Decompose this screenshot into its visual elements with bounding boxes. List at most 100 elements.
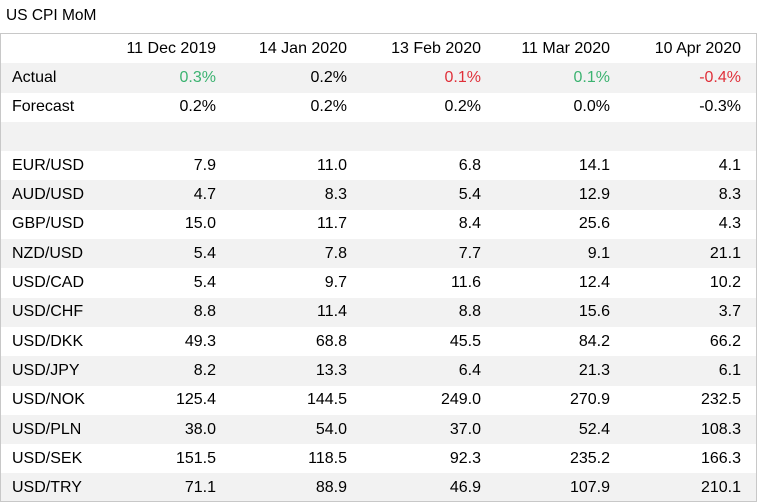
- pair-value: 12.9: [578, 186, 610, 204]
- pair-value: 88.9: [315, 479, 347, 497]
- pair-name: USD/DKK: [12, 332, 84, 350]
- pair-value: 232.5: [700, 391, 741, 409]
- pair-value: 8.2: [193, 361, 216, 379]
- forecast-value: -0.3%: [699, 98, 741, 116]
- pair-value: 92.3: [449, 449, 481, 467]
- actual-value: 0.1%: [573, 68, 610, 86]
- header-date-1: 11 Dec 2019: [126, 39, 216, 57]
- pair-name: USD/NOK: [12, 391, 85, 409]
- pair-row-usd-cad: USD/CAD 5.4 9.7 11.6 12.4 10.2: [1, 268, 756, 297]
- pair-row-usd-dkk: USD/DKK 49.3 68.8 45.5 84.2 66.2: [1, 327, 756, 356]
- pair-value: 7.8: [324, 244, 347, 262]
- pair-value: 4.3: [718, 215, 741, 233]
- pair-value: 235.2: [569, 449, 610, 467]
- pair-value: 11.0: [317, 156, 347, 174]
- pair-value: 45.5: [449, 332, 481, 350]
- actual-value: 0.2%: [310, 68, 347, 86]
- pair-row-usd-nok: USD/NOK 125.4 144.5 249.0 270.9 232.5: [1, 386, 756, 415]
- pair-value: 11.7: [317, 215, 347, 233]
- pair-value: 13.3: [315, 361, 347, 379]
- pair-name: USD/PLN: [12, 420, 82, 438]
- pair-value: 11.6: [451, 274, 481, 292]
- pair-value: 52.4: [578, 420, 610, 438]
- pair-name: GBP/USD: [12, 215, 85, 233]
- pair-value: 108.3: [700, 420, 741, 438]
- pair-value: 46.9: [449, 479, 481, 497]
- actual-label: Actual: [12, 68, 57, 86]
- header-date-5: 10 Apr 2020: [654, 39, 741, 57]
- pair-value: 5.4: [193, 274, 216, 292]
- pair-row-gbp-usd: GBP/USD 15.0 11.7 8.4 25.6 4.3: [1, 210, 756, 239]
- pair-value: 15.0: [184, 215, 216, 233]
- header-date-3: 13 Feb 2020: [391, 39, 481, 57]
- pair-value: 54.0: [315, 420, 347, 438]
- pair-value: 25.6: [578, 215, 610, 233]
- pair-value: 7.9: [193, 156, 216, 174]
- pair-value: 9.1: [587, 244, 610, 262]
- forecast-value: 0.2%: [444, 98, 481, 116]
- pair-value: 6.4: [458, 361, 481, 379]
- page-title: US CPI MoM: [6, 7, 97, 24]
- header-row: 11 Dec 2019 14 Jan 2020 13 Feb 2020 11 M…: [1, 34, 756, 63]
- pair-value: 12.4: [578, 274, 610, 292]
- pair-row-aud-usd: AUD/USD 4.7 8.3 5.4 12.9 8.3: [1, 180, 756, 210]
- forecast-value: 0.0%: [573, 98, 610, 116]
- forecast-value: 0.2%: [179, 98, 216, 116]
- pair-value: 21.3: [578, 361, 610, 379]
- pair-value: 5.4: [193, 244, 216, 262]
- pair-value: 6.8: [458, 156, 481, 174]
- pair-value: 270.9: [569, 391, 610, 409]
- pair-value: 8.8: [458, 303, 481, 321]
- pair-name: EUR/USD: [12, 156, 85, 174]
- pair-value: 6.1: [718, 361, 741, 379]
- pair-value: 9.7: [324, 274, 347, 292]
- pair-name: USD/TRY: [12, 479, 82, 497]
- pair-row-nzd-usd: NZD/USD 5.4 7.8 7.7 9.1 21.1: [1, 239, 756, 269]
- pair-row-usd-pln: USD/PLN 38.0 54.0 37.0 52.4 108.3: [1, 414, 756, 445]
- pair-value: 68.8: [315, 332, 347, 350]
- forecast-row: Forecast 0.2% 0.2% 0.2% 0.0% -0.3%: [1, 93, 756, 122]
- pair-value: 249.0: [440, 391, 481, 409]
- pair-value: 21.1: [709, 244, 741, 262]
- pair-value: 151.5: [175, 449, 216, 467]
- pair-value: 210.1: [700, 479, 741, 497]
- pair-value: 5.4: [458, 186, 481, 204]
- pair-row-usd-jpy: USD/JPY 8.2 13.3 6.4 21.3 6.1: [1, 356, 756, 386]
- pair-name: NZD/USD: [12, 244, 84, 262]
- pair-value: 84.2: [578, 332, 610, 350]
- pair-value: 8.4: [458, 215, 481, 233]
- pair-value: 66.2: [709, 332, 741, 350]
- header-date-4: 11 Mar 2020: [521, 39, 610, 57]
- pair-value: 4.7: [193, 186, 216, 204]
- header-date-2: 14 Jan 2020: [258, 39, 347, 57]
- pair-value: 8.8: [193, 303, 216, 321]
- forecast-label: Forecast: [12, 98, 75, 116]
- actual-value: -0.4%: [699, 68, 741, 86]
- cpi-table: 11 Dec 2019 14 Jan 2020 13 Feb 2020 11 M…: [0, 33, 757, 502]
- pair-value: 118.5: [308, 449, 347, 467]
- pair-value: 7.7: [458, 244, 481, 262]
- pair-value: 11.4: [317, 303, 347, 321]
- pair-row-usd-chf: USD/CHF 8.8 11.4 8.8 15.6 3.7: [1, 297, 756, 327]
- pair-value: 3.7: [718, 303, 741, 321]
- pair-value: 166.3: [700, 449, 741, 467]
- pair-value: 125.4: [175, 391, 216, 409]
- pair-name: USD/JPY: [12, 361, 80, 379]
- spacer-row: [1, 121, 756, 152]
- pair-value: 14.1: [578, 156, 610, 174]
- pair-name: AUD/USD: [12, 186, 85, 204]
- pair-name: USD/CAD: [12, 274, 85, 292]
- pair-value: 10.2: [709, 274, 741, 292]
- pair-value: 144.5: [306, 391, 347, 409]
- pair-row-usd-try: USD/TRY 71.1 88.9 46.9 107.9 210.1: [1, 473, 756, 501]
- pair-value: 37.0: [449, 420, 481, 438]
- pair-value: 8.3: [324, 186, 347, 204]
- actual-row: Actual 0.3% 0.2% 0.1% 0.1% -0.4%: [1, 63, 756, 93]
- pair-value: 4.1: [718, 156, 741, 174]
- pair-value: 8.3: [718, 186, 741, 204]
- pair-row-usd-sek: USD/SEK 151.5 118.5 92.3 235.2 166.3: [1, 444, 756, 473]
- pair-value: 49.3: [184, 332, 216, 350]
- pair-row-eur-usd: EUR/USD 7.9 11.0 6.8 14.1 4.1: [1, 151, 756, 180]
- pair-value: 15.6: [578, 303, 610, 321]
- actual-value: 0.3%: [179, 68, 216, 86]
